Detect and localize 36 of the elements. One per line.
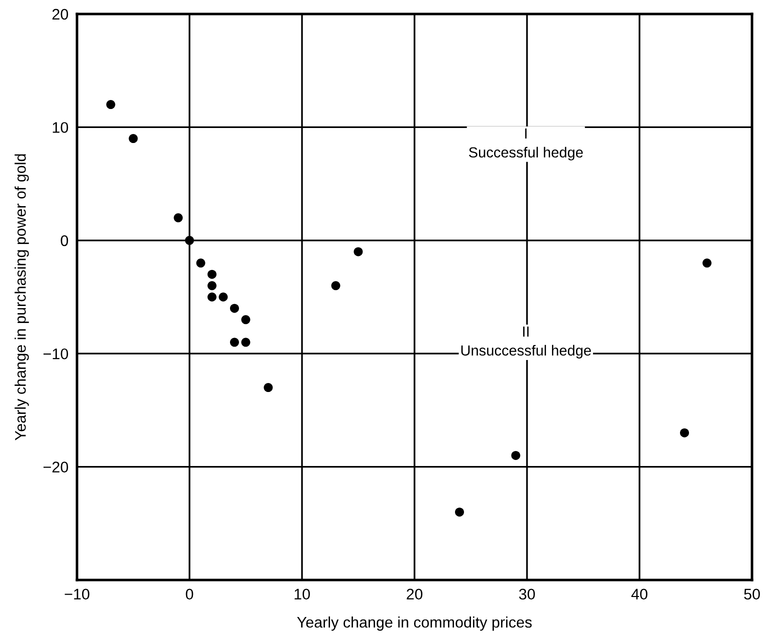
x-tick-label: 30 <box>519 588 535 600</box>
point <box>511 450 520 460</box>
annotation: I Successful hedge <box>468 128 583 160</box>
point <box>230 338 239 347</box>
x-tick-label: 0 <box>186 588 194 600</box>
x-tick-label: 20 <box>406 588 422 600</box>
point <box>208 281 216 290</box>
point <box>106 100 116 110</box>
y-axis-title: Yearly change in purchasing power of gold <box>14 154 29 440</box>
point <box>128 134 138 144</box>
point <box>702 258 712 268</box>
y-tick-label: 0 <box>60 235 68 246</box>
x-tick-label: 10 <box>294 588 310 600</box>
point <box>230 304 239 313</box>
x-tick-label: 40 <box>631 588 648 600</box>
point <box>208 270 216 279</box>
y-tick-label: −10 <box>44 348 68 360</box>
point <box>680 428 689 438</box>
x-tick-label: 50 <box>744 588 760 600</box>
point <box>241 338 250 347</box>
point <box>174 213 183 222</box>
point <box>208 292 216 302</box>
point <box>264 383 273 392</box>
point <box>218 292 228 302</box>
point <box>241 315 250 324</box>
x-tick-label: −10 <box>64 588 90 600</box>
point <box>196 258 206 268</box>
x-axis-title: Yearly change in commodity prices <box>297 616 532 631</box>
y-tick-label: −20 <box>44 462 68 472</box>
y-tick-label: 20 <box>52 8 68 20</box>
point <box>185 236 194 245</box>
annotation: II Unsuccessful hedge <box>461 326 591 359</box>
y-tick-label: 10 <box>52 122 68 133</box>
point <box>331 281 340 290</box>
point <box>455 508 464 517</box>
point <box>354 247 363 256</box>
